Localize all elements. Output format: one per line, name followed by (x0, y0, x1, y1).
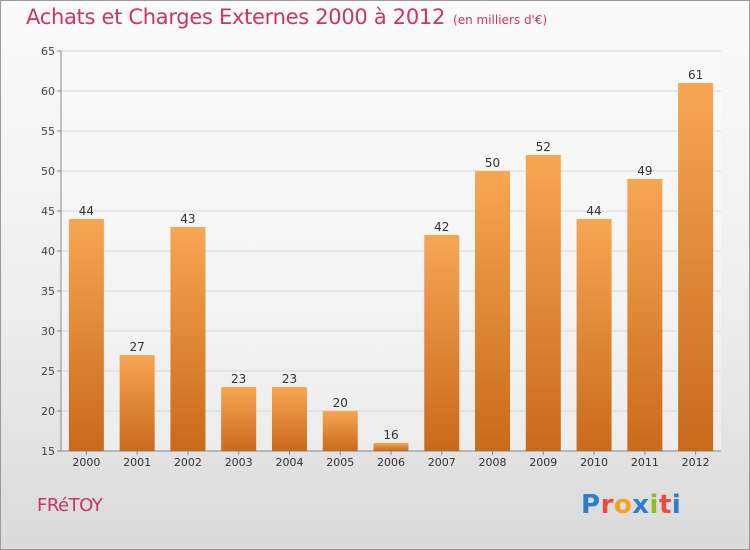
x-tick-label: 2011 (631, 456, 659, 469)
bar-value-label: 20 (333, 396, 348, 410)
bar (221, 387, 257, 451)
y-tick-label: 20 (41, 405, 55, 418)
bar (68, 219, 104, 451)
bar (373, 443, 409, 451)
y-tick-label: 45 (41, 205, 55, 218)
x-tick-label: 2008 (479, 456, 507, 469)
x-tick-label: 2009 (529, 456, 557, 469)
bar-value-label: 27 (130, 340, 145, 354)
chart-subtitle: (en milliers d'€) (453, 13, 548, 27)
logo-letter: t (658, 490, 672, 520)
bar (627, 179, 663, 451)
bar (322, 411, 358, 451)
bar-value-label: 61 (688, 68, 703, 82)
bar-value-label: 50 (485, 156, 500, 170)
bar (170, 227, 206, 451)
bar (525, 155, 561, 451)
x-tick-label: 2000 (72, 456, 100, 469)
bar-value-label: 49 (637, 164, 652, 178)
town-name: FRéTOY (37, 495, 103, 516)
x-tick-label: 2010 (580, 456, 608, 469)
y-tick-label: 55 (41, 125, 55, 138)
y-tick-label: 40 (41, 245, 55, 258)
x-tick-label: 2006 (377, 456, 405, 469)
title-text: Achats et Charges Externes 2000 à 2012 (26, 5, 446, 29)
bar-value-label: 43 (180, 212, 195, 226)
x-tick-label: 2012 (682, 456, 710, 469)
bar (475, 171, 511, 451)
y-tick-label: 65 (41, 45, 55, 58)
y-tick-label: 50 (41, 165, 55, 178)
y-tick-label: 30 (41, 325, 55, 338)
x-tick-label: 2001 (123, 456, 151, 469)
bar (424, 235, 460, 451)
y-tick-label: 60 (41, 85, 55, 98)
x-tick-label: 2005 (326, 456, 354, 469)
bar-value-label: 42 (434, 220, 449, 234)
bar-value-label: 44 (79, 204, 94, 218)
bar-value-label: 23 (282, 372, 297, 386)
bar-value-label: 52 (536, 140, 551, 154)
proxiti-logo: Proxiti (581, 490, 681, 520)
y-tick-label: 15 (41, 445, 55, 458)
bar-value-label: 44 (586, 204, 601, 218)
logo-letter: r (600, 490, 614, 520)
x-tick-label: 2007 (428, 456, 456, 469)
bar (576, 219, 612, 451)
bar (119, 355, 155, 451)
bar-value-label: 16 (383, 428, 398, 442)
chart-title: Achats et Charges Externes 2000 à 2012 (e… (26, 5, 547, 29)
x-tick-label: 2004 (275, 456, 303, 469)
logo-letter: o (613, 490, 633, 520)
logo-letter: i (649, 490, 659, 520)
x-tick-label: 2003 (225, 456, 253, 469)
bar (678, 83, 714, 451)
y-tick-label: 35 (41, 285, 55, 298)
logo-letter: i (671, 490, 682, 520)
bar-value-label: 23 (231, 372, 246, 386)
logo-letter: x (632, 490, 650, 520)
x-tick-label: 2002 (174, 456, 202, 469)
bar (271, 387, 307, 451)
y-tick-label: 25 (41, 365, 55, 378)
logo-letter: P (581, 490, 601, 520)
